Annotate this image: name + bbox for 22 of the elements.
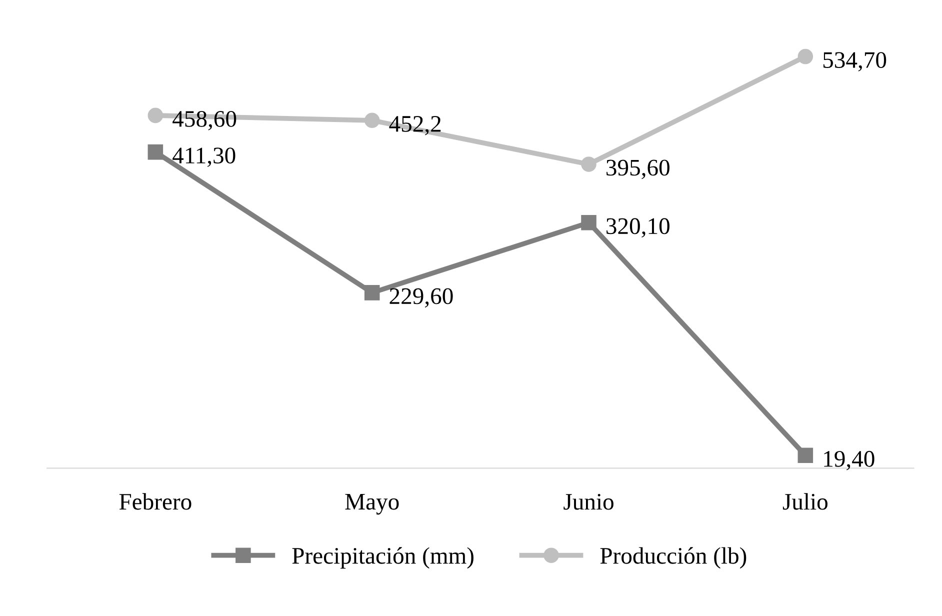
- data-label: 229,60: [390, 288, 453, 308]
- data-label: 411,30: [172, 148, 236, 167]
- point: [581, 156, 596, 172]
- x-tick-label: Mayo: [345, 494, 399, 515]
- x-tick-label: Junio: [564, 494, 614, 510]
- x-tick-label: Julio: [782, 493, 828, 510]
- x-tick-label: Febrero: [119, 493, 192, 510]
- point: [798, 48, 814, 64]
- point: [148, 144, 164, 160]
- data-label: 452,2: [389, 116, 441, 136]
- legend-label: Precipitación (mm): [292, 547, 474, 569]
- data-label: 458,60: [172, 110, 236, 130]
- point: [581, 215, 596, 230]
- data-label: 320,10: [606, 218, 670, 238]
- point: [364, 112, 380, 128]
- legend-label: Producción (lb): [600, 547, 746, 569]
- point: [798, 448, 814, 464]
- data-label: 534,70: [823, 52, 886, 72]
- point: [148, 108, 164, 124]
- data-label: 19,40: [824, 450, 874, 470]
- point: [364, 285, 380, 300]
- data-label: 395,60: [606, 160, 670, 180]
